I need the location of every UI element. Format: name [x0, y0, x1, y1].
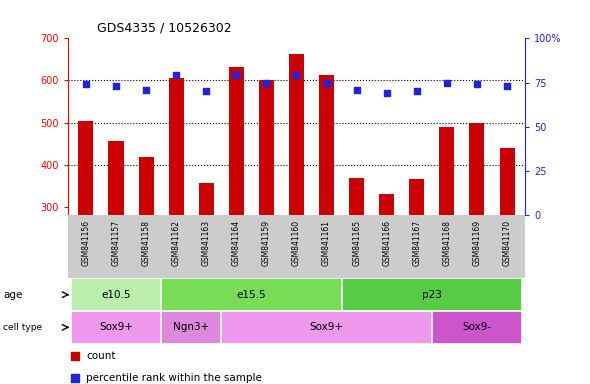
Text: GSM841164: GSM841164 — [232, 220, 241, 266]
Text: GSM841159: GSM841159 — [262, 220, 271, 266]
Text: GSM841157: GSM841157 — [112, 220, 120, 266]
Bar — [109, 141, 123, 215]
Text: GSM841166: GSM841166 — [382, 220, 391, 266]
Text: GSM841168: GSM841168 — [442, 220, 451, 266]
Text: GSM841162: GSM841162 — [172, 220, 181, 266]
Point — [172, 73, 181, 79]
Bar — [440, 127, 454, 215]
Point — [142, 86, 151, 93]
Point — [472, 299, 481, 305]
Text: Ngn3+: Ngn3+ — [173, 322, 209, 333]
Point — [112, 299, 121, 305]
Text: Sox9+: Sox9+ — [99, 322, 133, 333]
Point — [262, 298, 271, 305]
Point — [262, 79, 271, 86]
Bar — [221, 311, 432, 344]
Point — [81, 81, 91, 88]
Bar — [289, 54, 304, 215]
Point — [442, 79, 451, 86]
Point — [322, 298, 331, 305]
Point — [172, 296, 181, 303]
Bar — [432, 311, 522, 344]
Bar — [199, 183, 214, 215]
Point — [232, 296, 241, 303]
Text: GDS4335 / 10526302: GDS4335 / 10526302 — [97, 22, 232, 35]
Bar — [349, 178, 364, 215]
Bar — [379, 194, 394, 215]
Point — [412, 300, 421, 306]
Text: age: age — [3, 290, 22, 300]
Text: count: count — [86, 351, 116, 361]
Text: GSM841170: GSM841170 — [503, 220, 512, 266]
Point — [232, 73, 241, 79]
Text: GSM841169: GSM841169 — [473, 220, 481, 266]
Text: e15.5: e15.5 — [237, 290, 266, 300]
Point — [382, 90, 391, 96]
Bar — [229, 66, 244, 215]
Point — [502, 299, 512, 305]
Point — [142, 300, 151, 306]
Text: GSM841163: GSM841163 — [202, 220, 211, 266]
Bar — [71, 278, 161, 311]
Point — [352, 86, 361, 93]
Bar — [470, 123, 484, 215]
Point — [81, 299, 91, 305]
Text: GSM841158: GSM841158 — [142, 220, 150, 266]
Bar — [169, 78, 183, 215]
Text: GSM841165: GSM841165 — [352, 220, 361, 266]
Bar — [139, 157, 153, 215]
Point — [112, 83, 121, 89]
Bar — [409, 179, 424, 215]
Point — [292, 73, 301, 79]
Bar — [259, 80, 274, 215]
Bar — [71, 311, 161, 344]
Text: percentile rank within the sample: percentile rank within the sample — [86, 373, 262, 383]
Text: e10.5: e10.5 — [101, 290, 131, 300]
Point — [202, 300, 211, 306]
Text: GSM841160: GSM841160 — [292, 220, 301, 266]
Text: GSM841167: GSM841167 — [412, 220, 421, 266]
Point — [352, 300, 361, 306]
Text: GSM841161: GSM841161 — [322, 220, 331, 266]
Point — [502, 83, 512, 89]
Point — [292, 296, 301, 303]
Text: p23: p23 — [422, 290, 442, 300]
Text: Sox9-: Sox9- — [463, 322, 491, 333]
Bar — [78, 121, 93, 215]
Bar — [161, 311, 221, 344]
Point — [322, 79, 331, 86]
Point — [442, 298, 451, 305]
Text: GSM841156: GSM841156 — [81, 220, 90, 266]
Text: Sox9+: Sox9+ — [310, 322, 343, 333]
Bar — [500, 148, 514, 215]
Point — [202, 88, 211, 94]
Bar — [319, 74, 334, 215]
Text: cell type: cell type — [3, 323, 42, 332]
Point — [472, 81, 481, 88]
Point — [382, 301, 391, 307]
Bar — [161, 278, 342, 311]
Point — [412, 88, 421, 94]
Bar — [342, 278, 522, 311]
